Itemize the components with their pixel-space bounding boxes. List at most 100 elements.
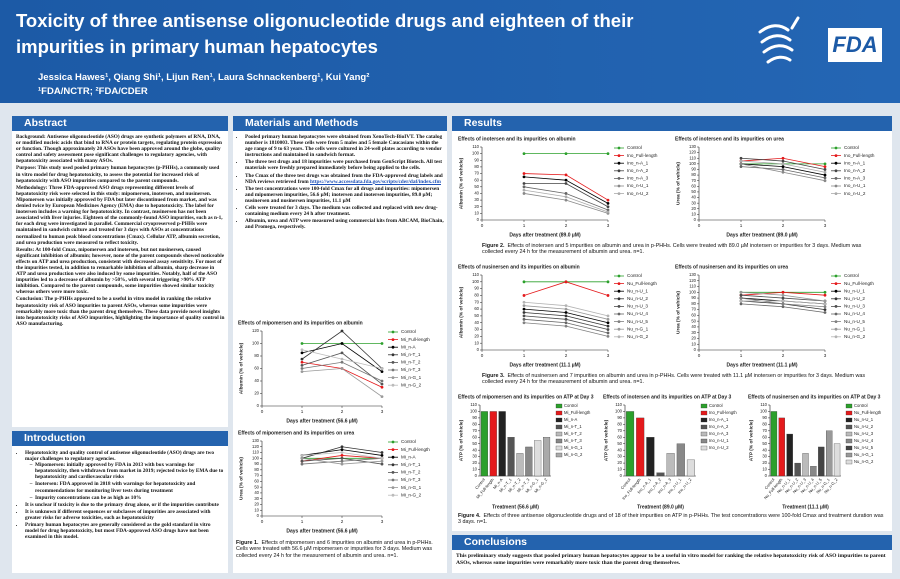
data-point [781,290,785,294]
bullet-text: Hepatotoxicity and quality control of an… [25,450,215,463]
y-tick-label: 30 [474,197,479,202]
data-point [823,299,827,303]
y-tick-label: 40 [474,320,479,325]
legend-label: Nu_n-U_3 [627,304,648,309]
x-tick-label: 1 [740,223,743,228]
legend-marker [617,335,621,339]
y-tick-label: 120 [252,444,260,449]
x-tick-label: 3 [824,223,827,228]
legend-marker [834,192,838,196]
legend-swatch [555,403,563,409]
sub-bullet: Mipomersen: initially approved by FDA in… [35,462,225,480]
legend-marker [391,493,395,497]
legend-label: Mi_Full-length [401,337,430,342]
x-tick-label: 0 [698,353,701,358]
y-axis-label: Albumin (% of vehicle) [458,286,464,338]
legend-label: Mi_n-A [401,454,416,459]
legend-marker [391,455,395,459]
paragraph-text: This study used pooled primary human hep… [16,165,220,184]
y-tick-label: 60 [254,478,259,483]
bar [507,437,515,477]
legend-label: Mi_n-T_3 [401,367,421,372]
legend-marker [617,289,621,293]
data-point [781,159,785,163]
data-point [823,179,827,183]
legend-label: Mi_n-A [401,344,416,349]
y-tick-label: 100 [689,161,697,166]
legend-marker [834,289,838,293]
y-tick-label: 20 [474,333,479,338]
data-point [823,162,827,166]
y-tick-label: 30 [474,327,479,332]
data-point [522,185,526,189]
data-point [739,156,743,160]
link[interactable]: https://www.accessdata.fda.gov/scripts/c… [310,178,441,185]
legend-marker [834,327,838,331]
legend-marker [617,297,621,301]
y-axis-label: Urea (% of vehicle) [675,291,681,334]
legend-label: Nu_Full-length [854,410,882,415]
legend-label: Nu_n-U_2 [627,296,648,301]
y-tick-label: 70 [617,428,622,433]
caption-text: Effects of mipomersen and 6 impurities o… [236,540,433,559]
legend-label: Nu_n-U_4 [844,311,865,316]
bar [802,453,809,477]
legend-label: Ino_n-U_1 [709,438,729,443]
abstract-paragraph: Background: Antisense oligonucleotide (A… [16,134,225,164]
data-point [564,280,568,284]
y-tick-label: 40 [474,191,479,196]
data-point [340,342,344,345]
y-tick-label: 10 [617,467,622,472]
poster-title: Toxicity of three antisense oligonucleot… [16,10,634,57]
y-tick-label: 30 [254,496,259,501]
chart-title: Effects of mipomersen and its impurities… [238,430,354,436]
data-point [522,294,526,297]
y-tick-label: 80 [617,421,622,426]
y-tick-label: 60 [474,306,479,311]
chart-title: Effects of nusinersen and its impurities… [748,394,881,400]
x-tick-label: 2 [782,353,785,358]
bar [489,411,497,477]
legend-label: Control [844,145,859,150]
legend-label: Ino_n-U_2 [627,191,649,196]
y-tick-label: 40 [617,447,622,452]
y-tick-label: 130 [689,144,697,149]
x-tick-label: 3 [607,223,610,228]
bar [646,437,655,477]
data-point [300,351,304,355]
paragraph-text: Antisense oligonucleotide (ASO) drugs ar… [16,134,222,165]
data-point [739,290,743,294]
x-tick-label: 1 [301,409,304,414]
legend-marker [391,353,395,357]
paragraph-label: Methodology: [16,184,48,191]
data-point [823,308,827,312]
legend-swatch [555,424,563,430]
legend-label: Mi_n-T_1 [564,424,582,429]
y-tick-label: 50 [762,441,767,446]
legend-label: Control [401,439,416,444]
y-tick-label: 50 [472,441,477,446]
data-point [564,152,568,156]
data-point [300,459,304,463]
bullet: Pooled primary human hepatocytes were ob… [245,134,444,158]
y-tick-label: 40 [472,447,477,452]
x-tick-label: 2 [341,409,344,414]
authors: Jessica Hawes¹, Qiang Shi¹, Lijun Ren¹, … [38,72,370,83]
legend-label: Nu_n-U_4 [854,438,874,443]
abstract-panel [12,116,228,427]
legend-label: Mi_n-A [564,417,577,422]
legend-marker [391,448,395,451]
y-tick-label: 0 [475,473,478,478]
data-point [606,331,610,335]
y-axis-label: Albumin (% of vehicle) [238,342,244,394]
y-tick-label: 20 [254,391,259,396]
data-point [522,192,526,195]
paragraph-label: Purpose: [16,165,37,172]
chart-title: Effects of mipomersen and its impurities… [458,394,594,400]
legend-label: Control [401,329,416,334]
legend-marker [391,440,395,444]
data-point [300,363,304,367]
y-tick-label: 60 [254,366,259,371]
chart-title: Effects of inotersen and its impurities … [603,394,731,400]
bullet-text: It is unclear if toxicity is due to the … [25,501,219,508]
